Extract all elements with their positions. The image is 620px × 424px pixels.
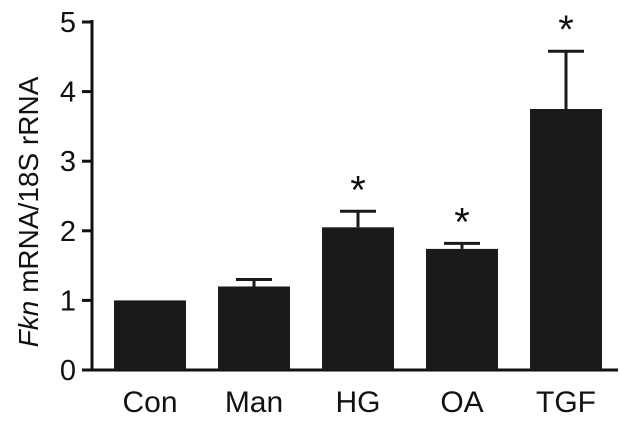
y-tick-label: 5 bbox=[60, 7, 76, 39]
bar-con bbox=[114, 300, 186, 370]
bar-tgf bbox=[530, 109, 602, 370]
y-tick-label: 3 bbox=[60, 146, 76, 178]
y-tick-label: 4 bbox=[60, 77, 76, 109]
y-tick-label: 0 bbox=[60, 355, 76, 387]
y-tick-label: 2 bbox=[60, 216, 76, 248]
y-axis-title-italic: Fkn bbox=[13, 301, 44, 348]
bar-hg bbox=[322, 227, 394, 370]
x-tick-label: HG bbox=[336, 386, 381, 419]
significance-star: * bbox=[350, 168, 366, 212]
y-axis-title-rest: mRNA/18S rRNA bbox=[13, 76, 44, 300]
x-tick-label: Con bbox=[122, 386, 177, 419]
significance-star: * bbox=[454, 200, 470, 244]
plot-area: 0 1 2 3 4 5 Con Man * HG * OA * TGF bbox=[60, 7, 618, 419]
bar-man bbox=[218, 286, 290, 370]
y-axis-title: Fkn mRNA/18S rRNA bbox=[13, 76, 44, 347]
x-tick-label: Man bbox=[225, 386, 283, 419]
x-tick-label: OA bbox=[440, 386, 483, 419]
x-tick-label: TGF bbox=[536, 386, 596, 419]
y-tick-label: 1 bbox=[60, 285, 76, 317]
significance-star: * bbox=[558, 8, 574, 52]
bar-oa bbox=[426, 248, 498, 370]
